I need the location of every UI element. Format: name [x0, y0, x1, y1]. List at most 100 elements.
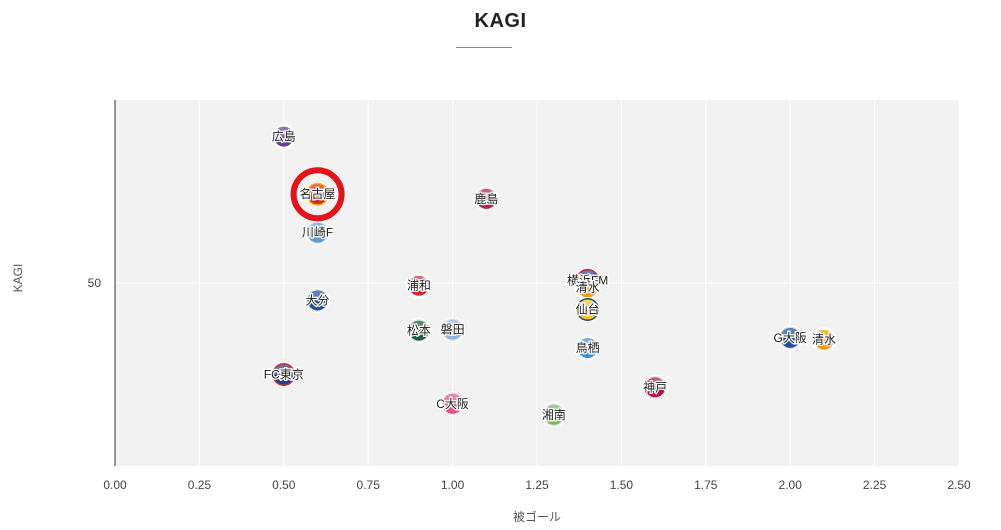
point-label: 湘南: [542, 407, 566, 422]
point-shine: [408, 275, 429, 286]
point-label: 鳥栖: [576, 340, 600, 355]
point-label: 鹿島: [474, 191, 498, 206]
y-tick-label: 50: [88, 276, 102, 290]
point-label: 神戸: [643, 380, 667, 394]
point-label: 松本: [407, 324, 431, 338]
x-tick-label: 2.25: [863, 478, 887, 492]
x-tick-label: 1.00: [441, 478, 465, 492]
point-outline: [440, 317, 466, 343]
point-outline: [575, 335, 601, 361]
x-tick-label: 0.75: [357, 478, 381, 492]
point-outline: [642, 374, 668, 400]
x-tick-label: 1.50: [610, 478, 634, 492]
data-point[interactable]: [575, 275, 601, 301]
data-points: [271, 124, 837, 428]
data-point[interactable]: [406, 318, 432, 344]
point-shine: [577, 277, 598, 288]
x-tick-label: 2.50: [947, 478, 971, 492]
point-badge: [307, 222, 328, 243]
point-outline: [473, 186, 499, 212]
point-outline: [811, 327, 837, 353]
point-label: 清水: [576, 281, 600, 295]
data-point[interactable]: [575, 335, 601, 361]
title-underline: [456, 47, 512, 48]
data-point[interactable]: [541, 402, 567, 428]
point-label: G大阪: [774, 331, 807, 345]
x-tick-label: 0.25: [188, 478, 212, 492]
point-label: 横浜FM: [567, 273, 608, 287]
point-label: FC東京: [264, 368, 304, 382]
point-badge: [645, 377, 666, 398]
point-badge: [307, 184, 328, 205]
y-axis-ticks: 50: [88, 276, 102, 290]
point-badge: [408, 275, 429, 296]
point-shine: [645, 377, 666, 388]
point-badge: [577, 299, 598, 320]
point-label: 名古屋: [300, 186, 336, 201]
y-axis-label: KAGI: [11, 264, 25, 293]
point-shine: [273, 126, 294, 137]
point-label: 清水: [812, 333, 836, 347]
data-point[interactable]: [271, 362, 297, 387]
point-shine: [442, 319, 463, 330]
data-point[interactable]: [473, 186, 499, 212]
point-shine: [813, 329, 834, 340]
x-tick-label: 0.00: [103, 478, 127, 492]
point-outline: [406, 273, 432, 299]
data-point[interactable]: [777, 325, 803, 351]
data-point[interactable]: [440, 317, 466, 343]
point-label: 磐田: [441, 323, 465, 337]
point-outline: [305, 287, 331, 313]
data-point[interactable]: [406, 273, 432, 299]
point-badge: [442, 393, 463, 414]
point-label: 広島: [272, 129, 296, 144]
point-badge: [273, 364, 294, 385]
point-badge: [577, 337, 598, 358]
point-shine: [476, 188, 497, 199]
data-point[interactable]: [305, 181, 331, 207]
data-point[interactable]: [642, 374, 668, 400]
data-point[interactable]: [575, 297, 601, 323]
point-shine: [273, 364, 294, 375]
point-label: 川崎F: [302, 226, 333, 240]
point-shine: [543, 404, 564, 415]
point-label: C大阪: [436, 397, 469, 411]
data-point[interactable]: [440, 391, 466, 417]
point-shine: [307, 184, 328, 195]
x-tick-label: 1.25: [525, 478, 549, 492]
point-badge: [780, 327, 801, 348]
point-outline: [440, 391, 466, 417]
point-shine: [408, 320, 429, 331]
point-shine: [577, 337, 598, 348]
point-badge: [408, 320, 429, 341]
data-point[interactable]: [305, 220, 331, 246]
x-axis-label: 被ゴール: [513, 509, 561, 524]
data-point[interactable]: [271, 124, 297, 150]
point-label: 浦和: [407, 279, 431, 293]
point-outline: [575, 297, 601, 323]
data-point[interactable]: [811, 327, 837, 353]
point-shine: [307, 290, 328, 301]
x-tick-label: 1.75: [694, 478, 718, 492]
point-badge: [442, 319, 463, 340]
point-shine: [442, 393, 463, 404]
point-shine: [780, 327, 801, 338]
point-outline: [777, 325, 803, 351]
point-shine: [577, 299, 598, 310]
point-badge: [273, 126, 294, 147]
x-axis-ticks: 0.00 0.25 0.50 0.75 1.00 1.25 1.50 1.75 2.00 2.25…: [103, 478, 971, 492]
point-outline: [271, 362, 297, 387]
x-tick-label: 2.00: [779, 478, 803, 492]
data-point[interactable]: [305, 287, 331, 313]
grid-lines: [115, 100, 960, 466]
point-outline: [541, 402, 567, 428]
point-label: 大分: [306, 293, 330, 307]
point-outline: [305, 181, 331, 207]
x-tick-label: 0.50: [272, 478, 296, 492]
point-badge: [813, 329, 834, 350]
point-label: 仙台: [576, 302, 600, 317]
chart-title: KAGI: [474, 10, 527, 32]
point-badge: [307, 290, 328, 311]
